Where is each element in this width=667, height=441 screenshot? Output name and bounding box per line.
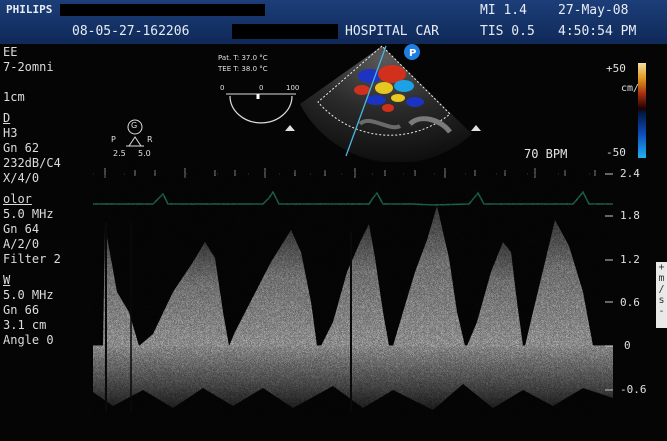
param-color-2: Gn 64	[3, 222, 40, 236]
param-2d-3: 232dB/C4	[3, 156, 61, 170]
gauge-max: 100	[286, 84, 300, 92]
velocity-label-0: 0	[624, 339, 631, 352]
orientation-g: G	[131, 121, 138, 130]
depth-scale: 1cm	[3, 90, 25, 104]
marker-triangle-right	[471, 125, 481, 131]
color-doppler-sector: P	[300, 44, 472, 164]
orientation-right-value: 5.0	[138, 149, 151, 158]
color-scale-bar	[638, 63, 646, 158]
orientation-r: R	[147, 135, 153, 144]
param-2d-1: H3	[3, 126, 18, 140]
angle-gauge-icon	[226, 93, 296, 124]
param-2d-2: Gn 62	[3, 141, 40, 155]
brand-label: PHILIPS	[6, 3, 53, 16]
redacted-name	[232, 24, 338, 39]
param-color-1: 5.0 MHz	[3, 207, 54, 221]
color-scale-bottom: -50	[606, 146, 626, 159]
param-color-4: Filter 2	[3, 252, 61, 266]
probe-position-p: P	[409, 48, 416, 59]
velocity-label-0.6: 0.6	[620, 296, 640, 309]
param-2d-4: X/4/0	[3, 171, 40, 185]
velocity-label-neg0.6: -0.6	[620, 383, 647, 396]
spacer-line	[3, 75, 113, 90]
gauge-min: 0	[220, 84, 225, 92]
param-pw-1: 5.0 MHz	[3, 288, 54, 302]
date-label: 27-May-08	[558, 3, 629, 18]
section-pw: W	[3, 273, 11, 287]
probe-line: EE	[3, 45, 18, 59]
parameter-column: EE 7-2omni 1cm D H3 Gn 62 232dB/C4 X/4/0…	[3, 45, 113, 348]
patient-temp: Pat. T: 37.0 °C	[218, 54, 268, 62]
orientation-p: P	[111, 135, 116, 144]
tis-value: TIS 0.5	[480, 24, 535, 39]
section-2d: D	[3, 111, 11, 125]
tee-temp: TEE T: 38.0 °C	[218, 65, 268, 73]
time-label: 4:50:54 PM	[558, 24, 637, 39]
color-scale-top: +50	[606, 62, 626, 75]
color-scale-unit: cm/s	[621, 83, 646, 94]
param-pw-2: Gn 66	[3, 303, 40, 317]
spectral-doppler-panel	[93, 162, 613, 422]
gauge-current: 0	[259, 84, 264, 92]
mi-value: MI 1.4	[480, 3, 527, 18]
header-bar: PHILIPS MI 1.4 27-May-08 08-05-27-162206…	[0, 0, 667, 44]
velocity-label-2.4: 2.4	[620, 167, 640, 180]
hospital-name: HOSPITAL CAR	[345, 24, 439, 39]
section-color: olor	[3, 192, 32, 206]
probe-position-icon	[404, 44, 420, 60]
param-pw-3: 3.1 cm	[3, 318, 47, 332]
velocity-label-1.2: 1.2	[620, 253, 640, 266]
study-id: 08-05-27-162206	[72, 24, 190, 39]
probe-orientation-icon	[126, 119, 144, 147]
param-color-3: A/2/0	[3, 237, 40, 251]
redacted-bar	[60, 4, 265, 16]
probe-model: 7-2omni	[3, 60, 54, 74]
param-pw-4: Angle 0	[3, 333, 54, 347]
velocity-label-1.8: 1.8	[620, 209, 640, 222]
orientation-left-value: 2.5	[113, 149, 126, 158]
velocity-unit-tab[interactable]: + m / s -	[656, 262, 667, 328]
heart-rate: 70 BPM	[524, 147, 568, 161]
marker-triangle-left	[285, 125, 295, 131]
